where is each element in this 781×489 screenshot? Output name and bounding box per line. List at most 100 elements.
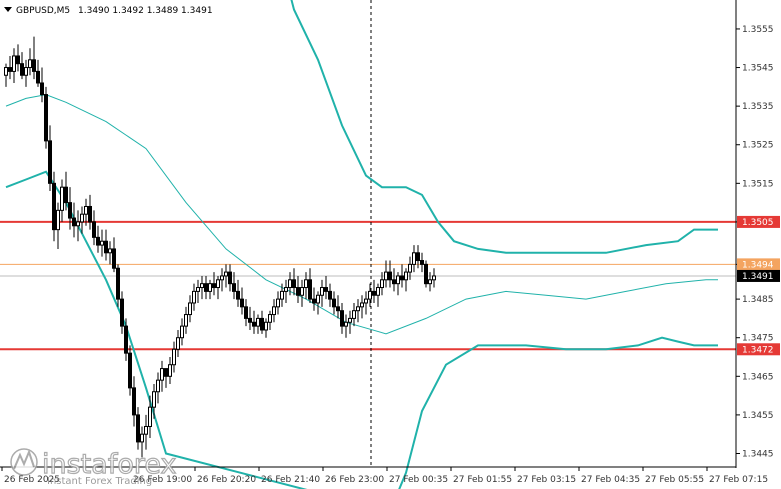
candle — [68, 187, 72, 230]
candle — [240, 287, 244, 315]
candle — [284, 279, 288, 303]
level-tag-bg — [737, 343, 780, 356]
candle — [28, 48, 32, 76]
candle — [100, 229, 104, 257]
candle — [348, 310, 352, 334]
watermark-tagline: Instant Forex Trading — [47, 476, 152, 487]
candle — [320, 279, 324, 307]
candle — [408, 256, 412, 280]
candle — [16, 44, 20, 72]
time-axis[interactable]: 26 Feb 2025 26 Feb 19:00 26 Feb 20:20 26 Fe… — [1, 467, 768, 485]
candle — [56, 202, 60, 249]
x-tick-label: 27 Feb 07:15 — [709, 475, 768, 485]
candle — [384, 260, 388, 288]
candle — [300, 279, 304, 307]
candle — [140, 426, 144, 458]
level-tag-bg — [737, 215, 780, 228]
y-tick-label: 1.3475 — [742, 334, 774, 344]
x-tick-label: 26 Feb 21:40 — [261, 475, 320, 485]
candle — [172, 341, 176, 373]
header: GBPUSD,M5 1.3490 1.3492 1.3489 1.3491 — [4, 6, 213, 16]
candle — [124, 318, 128, 361]
candle — [428, 272, 432, 292]
candle — [312, 287, 316, 311]
candle — [128, 345, 132, 396]
candle — [204, 275, 208, 300]
candle — [264, 318, 268, 338]
candle — [96, 225, 100, 253]
candle — [60, 179, 64, 222]
candle — [220, 268, 224, 292]
candle — [156, 372, 160, 404]
candle — [76, 210, 80, 242]
watermark-brand: instaforex — [42, 449, 176, 480]
y-tick-label: 1.3485 — [742, 295, 774, 305]
bollinger-upper-line — [290, 0, 718, 254]
candle — [376, 283, 380, 307]
candle — [36, 59, 40, 87]
candle — [144, 414, 148, 450]
candle — [400, 264, 404, 288]
candle — [188, 295, 192, 323]
candle — [244, 299, 248, 327]
candle — [32, 36, 36, 80]
candle — [120, 291, 124, 334]
candle — [4, 63, 8, 87]
candle — [332, 291, 336, 315]
candle — [164, 368, 168, 388]
candle — [316, 291, 320, 315]
candle — [404, 268, 408, 292]
candle — [256, 314, 260, 334]
candle — [64, 171, 68, 211]
level-tag-bg — [737, 258, 780, 271]
candle — [184, 306, 188, 334]
candle — [200, 275, 204, 300]
x-tick-label: 27 Feb 04:35 — [581, 475, 640, 485]
level-tag-label: 1.3494 — [742, 260, 774, 270]
y-tick-label: 1.3525 — [742, 141, 774, 151]
axis-frame — [0, 0, 737, 468]
candle — [152, 384, 156, 419]
candle — [360, 295, 364, 319]
candle — [92, 210, 96, 246]
candle — [392, 268, 396, 292]
candle — [296, 275, 300, 303]
level-tag-label: 1.3472 — [742, 345, 774, 355]
candle — [104, 229, 108, 261]
x-tick-label: 27 Feb 00:35 — [389, 475, 448, 485]
candle — [12, 48, 16, 83]
candle — [388, 260, 392, 288]
candle — [324, 275, 328, 300]
candle — [416, 245, 420, 269]
candle — [112, 237, 116, 273]
candle — [160, 360, 164, 392]
candle — [84, 198, 88, 226]
candle — [412, 245, 416, 273]
candle — [432, 268, 436, 288]
candle — [212, 272, 216, 296]
symbol-dropdown-icon[interactable] — [4, 7, 12, 12]
candle — [288, 272, 292, 296]
candles — [4, 36, 436, 458]
candle — [196, 279, 200, 303]
candle — [260, 310, 264, 334]
candle — [340, 302, 344, 334]
y-tick-label: 1.3445 — [742, 449, 774, 459]
candle — [136, 407, 140, 450]
level-tag-bg — [737, 269, 780, 282]
candle — [24, 59, 28, 87]
x-tick-label: 27 Feb 01:55 — [453, 475, 512, 485]
symbol-label[interactable]: GBPUSD,M5 — [16, 6, 70, 16]
candle — [232, 272, 236, 300]
candle — [336, 295, 340, 319]
candle — [8, 55, 12, 80]
candle — [176, 329, 180, 358]
candle — [308, 268, 312, 303]
level-tag-label: 1.3505 — [742, 218, 774, 228]
y-tick-label: 1.3455 — [742, 411, 774, 421]
x-tick-label: 26 Feb 2025 — [4, 475, 60, 485]
candle — [252, 310, 256, 334]
y-tick-label: 1.3555 — [742, 25, 774, 35]
